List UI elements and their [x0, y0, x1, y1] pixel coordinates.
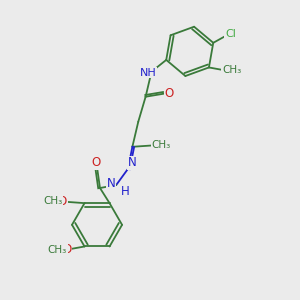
Text: CH₃: CH₃ [152, 140, 171, 150]
Text: N: N [106, 177, 115, 190]
Text: O: O [62, 243, 71, 256]
Text: O: O [165, 87, 174, 100]
Text: CH₃: CH₃ [47, 245, 67, 255]
Text: CH₃: CH₃ [43, 196, 62, 206]
Text: NH: NH [140, 68, 156, 78]
Text: N: N [128, 157, 137, 169]
Text: CH₃: CH₃ [222, 65, 241, 75]
Text: Cl: Cl [225, 29, 236, 39]
Text: H: H [121, 185, 129, 198]
Text: O: O [91, 156, 100, 169]
Text: O: O [58, 195, 67, 208]
